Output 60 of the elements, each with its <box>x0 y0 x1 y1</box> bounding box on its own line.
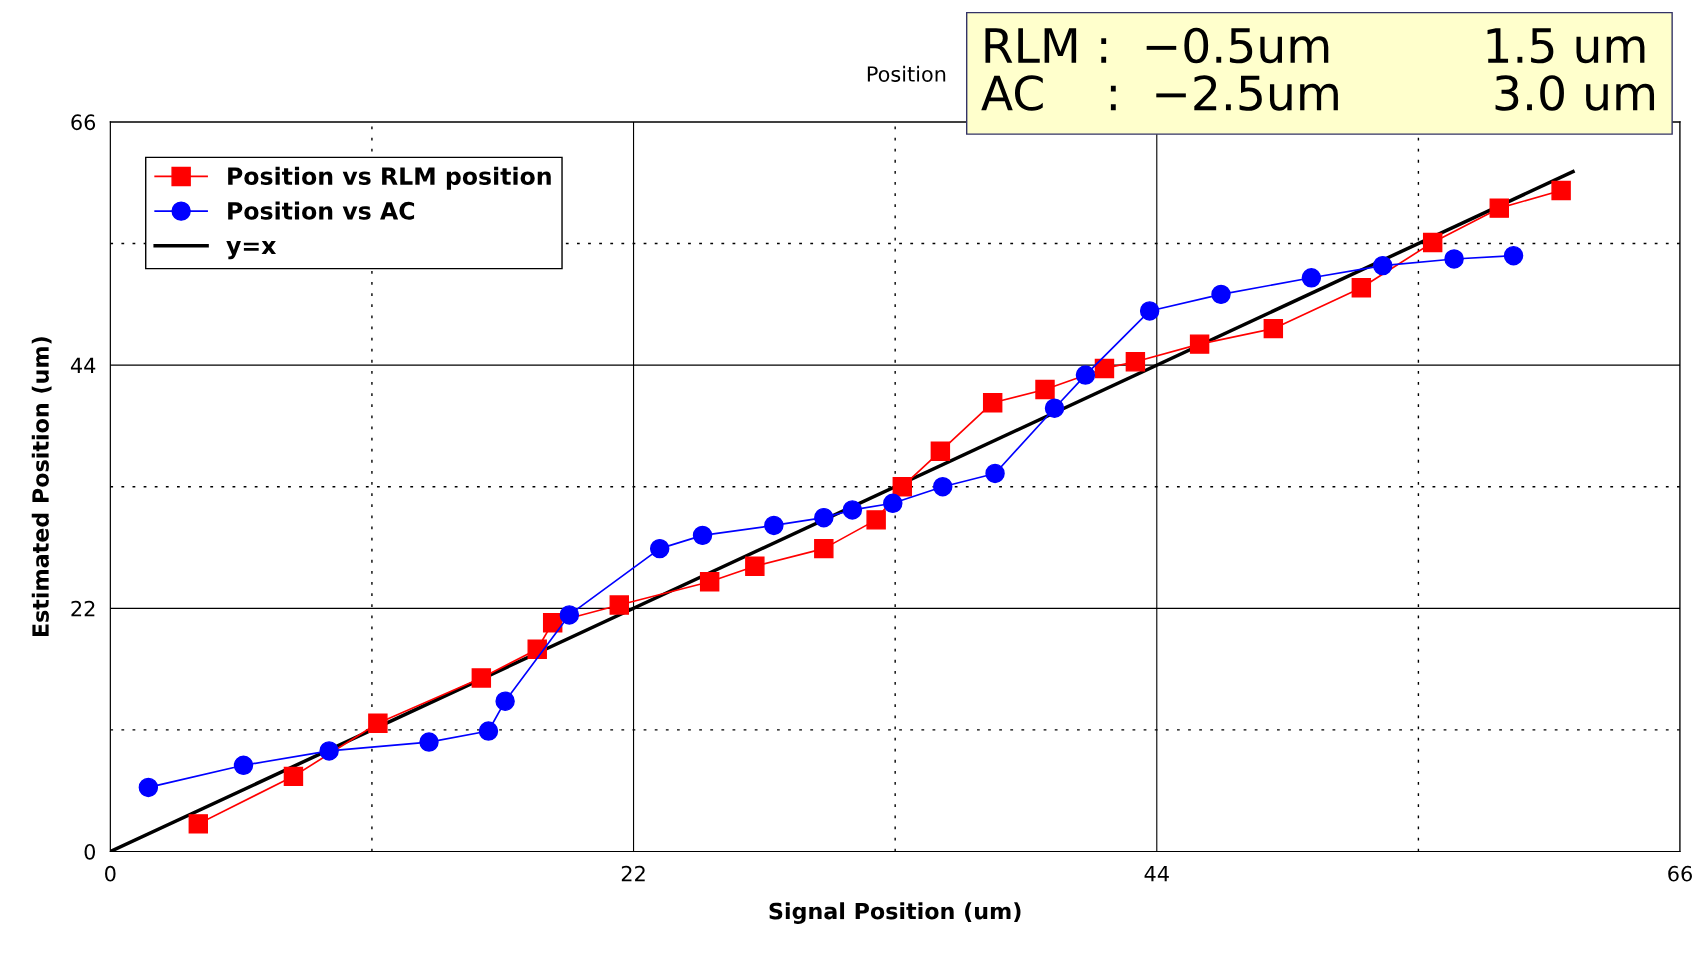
point <box>1044 398 1065 418</box>
point <box>892 476 913 497</box>
x-axis-title: Signal Position (um) <box>769 902 1021 924</box>
point <box>1035 379 1055 400</box>
point <box>319 741 339 761</box>
point <box>188 814 209 834</box>
text: RLM : −0.5um 1.5 um AC : −2.5um 3.0 um <box>981 27 1655 111</box>
point <box>982 392 1003 413</box>
point <box>478 721 499 741</box>
point <box>692 525 713 546</box>
point <box>609 595 629 615</box>
legend-label: y=x <box>226 241 277 260</box>
x-tick-label: 0 <box>105 865 116 882</box>
chart-title: Position <box>867 65 946 82</box>
point <box>1075 365 1096 385</box>
point <box>1211 284 1231 305</box>
x-tick-label: 22 <box>621 865 645 882</box>
point <box>699 572 720 592</box>
point <box>745 556 765 577</box>
point <box>1373 255 1393 276</box>
point <box>1351 278 1372 298</box>
point <box>933 476 953 497</box>
point <box>930 441 951 462</box>
point <box>1263 318 1284 339</box>
legend-label: Position vs AC <box>228 201 415 220</box>
point <box>283 766 304 787</box>
point <box>842 500 863 520</box>
point <box>527 639 547 659</box>
point <box>814 538 834 559</box>
point <box>1444 249 1464 269</box>
x-tick-label: 66 <box>1668 865 1692 882</box>
y-tick-label: 44 <box>70 357 96 374</box>
y-tick-label: 0 <box>84 843 96 860</box>
point <box>866 510 886 530</box>
point <box>233 755 254 776</box>
legend-label: Position vs RLM position <box>228 166 551 190</box>
point <box>985 463 1005 484</box>
point <box>368 713 388 734</box>
point <box>1489 198 1510 218</box>
point <box>764 515 784 536</box>
y-tick-label: 22 <box>71 600 95 617</box>
point <box>1139 301 1160 321</box>
point <box>1189 334 1210 354</box>
point <box>1301 268 1322 288</box>
point <box>1125 352 1146 372</box>
point <box>471 668 492 688</box>
point <box>649 538 670 559</box>
point <box>1094 358 1115 379</box>
point <box>883 493 903 514</box>
point <box>1551 180 1571 201</box>
point <box>138 777 159 798</box>
point <box>814 507 834 528</box>
point <box>1422 232 1443 253</box>
x-tick-label: 44 <box>1144 866 1169 882</box>
y-tick-label: 66 <box>71 114 96 131</box>
point <box>1503 245 1524 266</box>
point <box>495 691 515 711</box>
y-axis-title: Estimated Position (um) <box>31 337 52 637</box>
point <box>559 605 580 625</box>
point <box>419 732 439 752</box>
